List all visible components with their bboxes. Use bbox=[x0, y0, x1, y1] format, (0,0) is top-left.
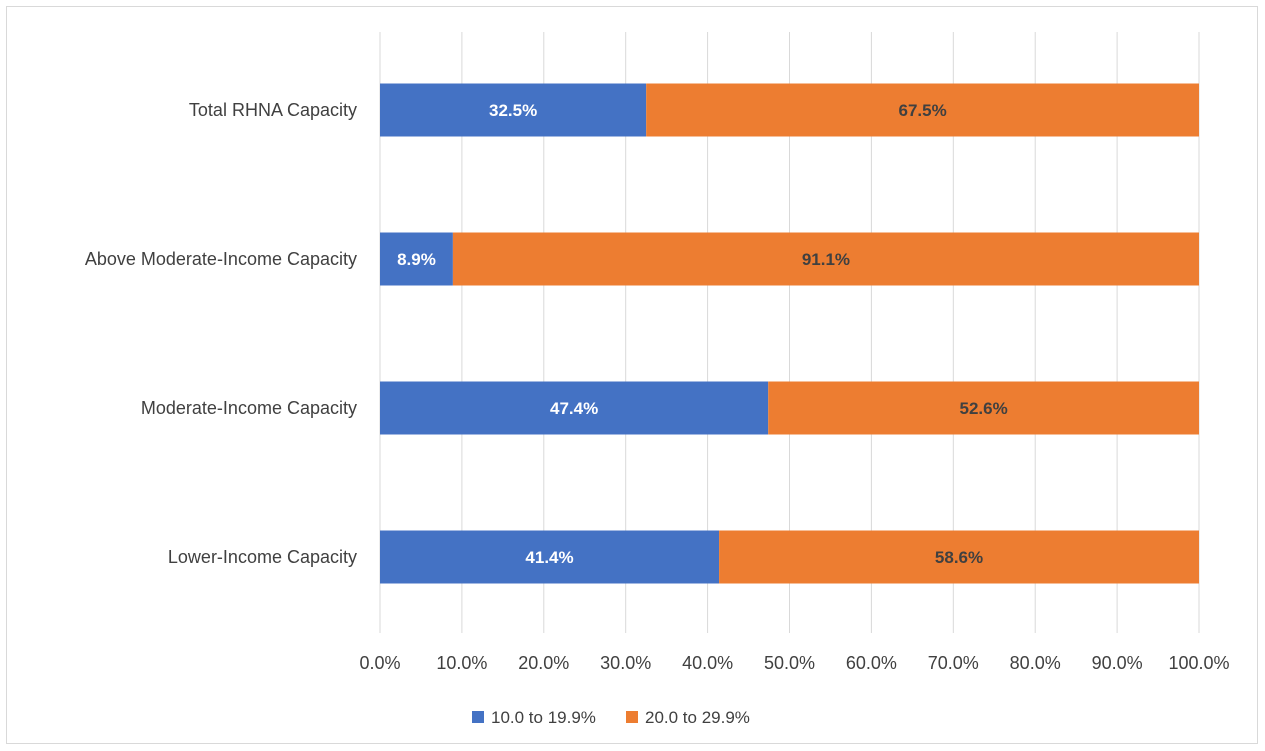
category-labels: Total RHNA Capacity Above Moderate-Income… bbox=[85, 100, 357, 567]
x-tick-label: 0.0% bbox=[359, 653, 400, 673]
x-tick-labels: 0.0% 10.0% 20.0% 30.0% 40.0% 50.0% 60.0% 70.0% 8… bbox=[359, 653, 1229, 673]
bars bbox=[380, 83, 1199, 584]
category-label: Above Moderate-Income Capacity bbox=[85, 249, 357, 269]
bar-segment bbox=[452, 232, 1199, 286]
bar-segment bbox=[380, 381, 769, 435]
bar-segment bbox=[380, 530, 720, 584]
x-tick-label: 20.0% bbox=[518, 653, 569, 673]
data-label: 32.5% bbox=[489, 101, 537, 120]
data-label: 67.5% bbox=[898, 101, 946, 120]
x-tick-label: 100.0% bbox=[1168, 653, 1229, 673]
category-label: Moderate-Income Capacity bbox=[141, 398, 357, 418]
data-labels: 32.5% 67.5% 8.9% 91.1% 47.4% 52.6% 41.4% 58.6% bbox=[397, 101, 1008, 567]
x-tick-label: 90.0% bbox=[1092, 653, 1143, 673]
data-label: 8.9% bbox=[397, 250, 436, 269]
bar-segment bbox=[380, 83, 647, 137]
x-tick-label: 40.0% bbox=[682, 653, 733, 673]
legend-label: 20.0 to 29.9% bbox=[645, 708, 750, 727]
x-tick-label: 80.0% bbox=[1010, 653, 1061, 673]
x-tick-label: 30.0% bbox=[600, 653, 651, 673]
data-label: 41.4% bbox=[525, 548, 573, 567]
bar-segment bbox=[768, 381, 1199, 435]
category-label: Total RHNA Capacity bbox=[189, 100, 357, 120]
data-label: 47.4% bbox=[550, 399, 598, 418]
x-tick-label: 50.0% bbox=[764, 653, 815, 673]
category-label: Lower-Income Capacity bbox=[168, 547, 357, 567]
data-label: 52.6% bbox=[960, 399, 1008, 418]
x-tick-label: 10.0% bbox=[436, 653, 487, 673]
data-label: 58.6% bbox=[935, 548, 983, 567]
bar-segment bbox=[646, 83, 1199, 137]
x-tick-label: 60.0% bbox=[846, 653, 897, 673]
x-tick-label: 70.0% bbox=[928, 653, 979, 673]
legend: 10.0 to 19.9% 20.0 to 29.9% bbox=[472, 708, 750, 727]
legend-swatch bbox=[626, 711, 638, 723]
bar-segment bbox=[719, 530, 1199, 584]
data-label: 91.1% bbox=[802, 250, 850, 269]
bar-segment bbox=[380, 232, 453, 286]
legend-label: 10.0 to 19.9% bbox=[491, 708, 596, 727]
legend-swatch bbox=[472, 711, 484, 723]
